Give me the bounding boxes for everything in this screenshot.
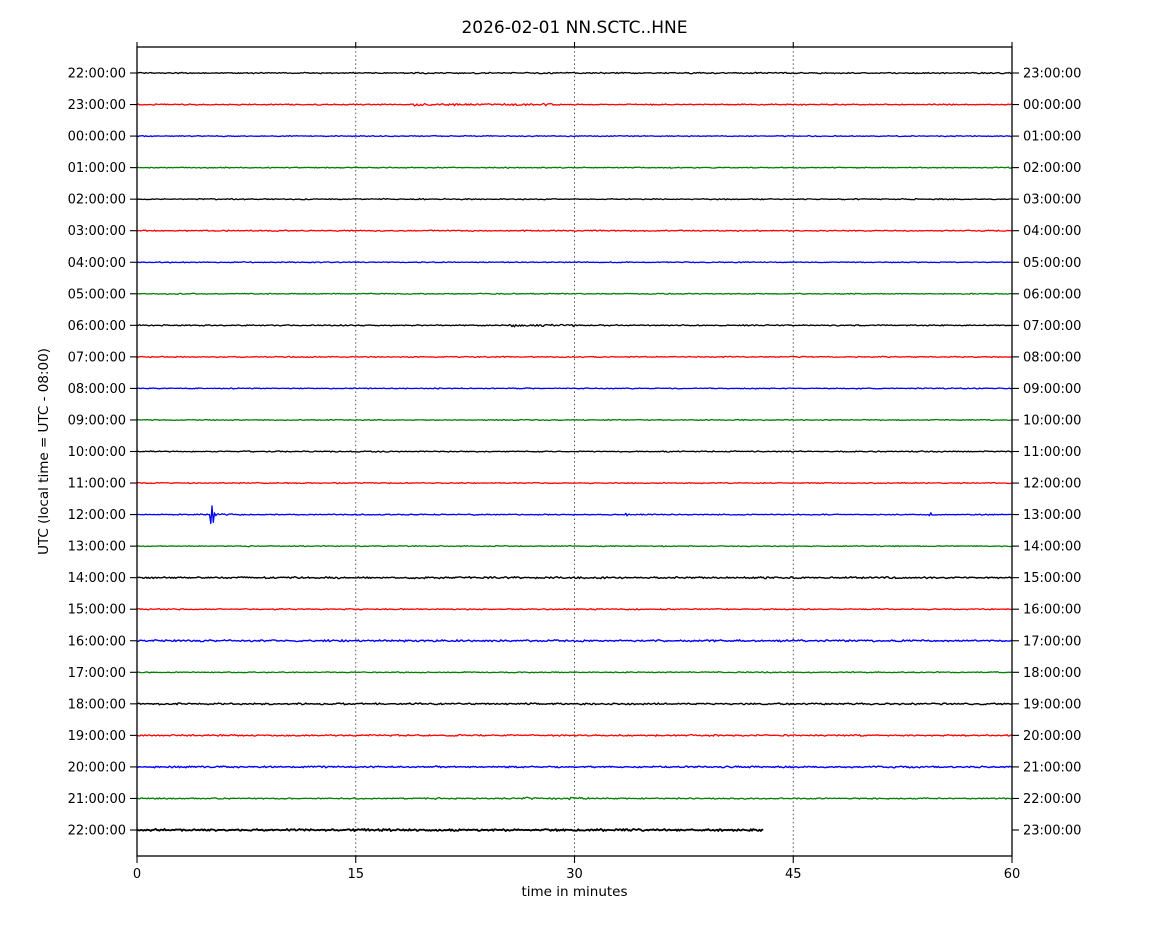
seismogram-trace-utc-020000 [136,197,1013,201]
local-time-label: 10:00:00 [1023,413,1081,428]
local-time-label: 07:00:00 [1023,319,1081,334]
utc-time-label: 12:00:00 [68,508,126,523]
local-time-label: 17:00:00 [1023,634,1081,649]
utc-time-label: 02:00:00 [68,193,126,208]
utc-time-label: 01:00:00 [68,161,126,176]
seismogram-trace-utc-170000 [136,671,1013,674]
seismogram-trace-utc-200000 [136,765,1013,769]
seismogram-trace-utc-090000 [136,418,1013,422]
seismogram-trace-utc-130000 [136,544,1013,548]
utc-time-label: 19:00:00 [68,729,126,744]
seismogram-trace-utc-050000 [136,292,1013,296]
seismogram-trace-utc-110000 [136,481,1013,485]
seismogram-trace-utc-180000 [136,702,1013,706]
utc-time-label: 20:00:00 [68,760,126,775]
local-time-label: 03:00:00 [1023,193,1081,208]
utc-time-label: 03:00:00 [68,224,126,239]
plot-title: 2026-02-01 NN.SCTC..HNE [461,18,687,38]
utc-time-label: 22:00:00 [68,824,126,839]
local-time-label: 18:00:00 [1023,666,1081,681]
local-time-label: 23:00:00 [1023,67,1081,82]
local-time-label: 04:00:00 [1023,224,1081,239]
x-tick-label: 45 [785,867,802,882]
local-time-label: 15:00:00 [1023,571,1081,586]
local-time-label: 08:00:00 [1023,350,1081,365]
plot-area: 22:00:00 23:00:00 23:00:00 00:00:00 00:00:00… [68,42,1081,882]
seismogram-trace-utc-210000 [136,796,1013,801]
seismogram-trace-utc-060000 [136,323,1013,328]
x-tick-label: 60 [1004,867,1021,882]
utc-time-label: 22:00:00 [68,67,126,82]
utc-time-label: 06:00:00 [68,319,126,334]
utc-time-label: 16:00:00 [68,634,126,649]
utc-time-label: 10:00:00 [68,445,126,460]
utc-time-label: 04:00:00 [68,256,126,271]
seismogram-trace-utc-010000 [136,166,1013,169]
utc-time-label: 18:00:00 [68,697,126,712]
utc-time-label: 11:00:00 [68,477,126,492]
local-time-label: 14:00:00 [1023,540,1081,555]
utc-time-label: 14:00:00 [68,571,126,586]
utc-time-label: 23:00:00 [68,98,126,113]
seismogram-trace-utc-100000 [136,450,1013,453]
utc-time-label: 15:00:00 [68,603,126,618]
local-time-label: 02:00:00 [1023,161,1081,176]
y-axis-label: UTC (local time = UTC - 08:00) [36,348,52,555]
local-time-label: 11:00:00 [1023,445,1081,460]
seismogram-trace-utc-220000 [136,71,1013,75]
local-time-label: 22:00:00 [1023,792,1081,807]
x-axis-label: time in minutes [521,884,627,900]
local-time-label: 01:00:00 [1023,130,1081,145]
seismogram-trace-utc-070000 [136,355,1013,359]
local-time-label: 05:00:00 [1023,256,1081,271]
seismogram-trace-utc-030000 [136,229,1013,233]
local-time-label: 23:00:00 [1023,824,1081,839]
local-time-label: 19:00:00 [1023,697,1081,712]
utc-time-label: 21:00:00 [68,792,126,807]
local-time-label: 09:00:00 [1023,382,1081,397]
utc-time-label: 17:00:00 [68,666,126,681]
seismogram-trace-utc-190000 [136,733,1013,737]
seismogram-trace-utc-000000 [136,134,1013,138]
utc-time-label: 08:00:00 [68,382,126,397]
seismogram-trace-utc-160000 [136,639,1013,643]
seismogram-trace-utc-040000 [136,261,1013,264]
x-tick-label: 0 [133,867,141,882]
utc-time-label: 09:00:00 [68,413,126,428]
utc-time-label: 05:00:00 [68,287,126,302]
utc-time-label: 13:00:00 [68,540,126,555]
seismogram-trace-utc-220000 [136,827,764,833]
seismogram-trace-utc-120000 [136,505,1013,525]
local-time-label: 06:00:00 [1023,287,1081,302]
local-time-label: 20:00:00 [1023,729,1081,744]
utc-time-label: 00:00:00 [68,130,126,145]
local-time-label: 12:00:00 [1023,477,1081,492]
local-time-label: 00:00:00 [1023,98,1081,113]
seismogram-trace-utc-140000 [136,575,1013,580]
utc-time-label: 07:00:00 [68,350,126,365]
seismogram-trace-utc-150000 [136,607,1013,611]
local-time-label: 21:00:00 [1023,760,1081,775]
seismogram-trace-utc-230000 [136,102,1013,107]
x-tick-label: 15 [347,867,364,882]
local-time-label: 13:00:00 [1023,508,1081,523]
x-tick-label: 30 [566,867,583,882]
seismogram-trace-utc-080000 [136,387,1013,390]
local-time-label: 16:00:00 [1023,603,1081,618]
